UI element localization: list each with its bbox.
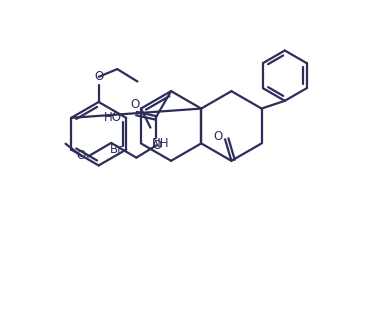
Text: O: O [94, 70, 103, 83]
Text: O: O [214, 130, 223, 143]
Text: NH: NH [152, 137, 169, 150]
Text: O: O [130, 98, 140, 111]
Text: O: O [77, 149, 86, 162]
Text: O: O [152, 140, 162, 153]
Text: HO: HO [104, 111, 122, 124]
Text: Br: Br [110, 143, 123, 156]
